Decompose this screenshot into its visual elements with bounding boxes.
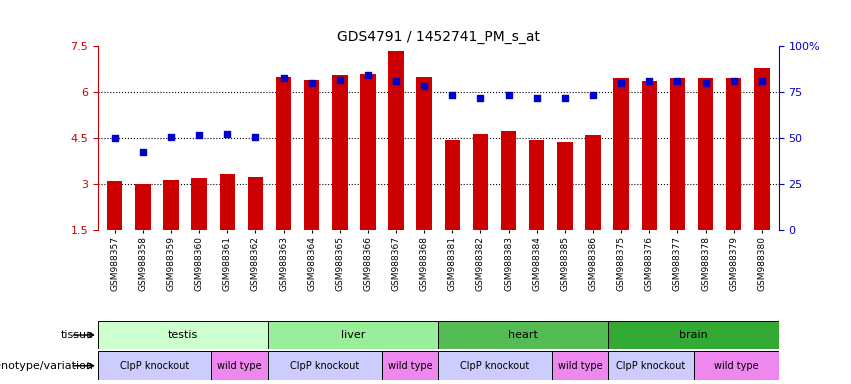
Bar [163, 180, 179, 230]
Bar [248, 177, 263, 230]
Bar [332, 75, 347, 230]
Point [446, 92, 460, 98]
Text: ClpP knockout: ClpP knockout [616, 361, 686, 371]
Point [586, 92, 600, 98]
Bar [191, 178, 207, 230]
Bar [529, 140, 545, 230]
Point [502, 92, 516, 98]
Point [530, 95, 544, 101]
Point [671, 78, 684, 84]
Point [389, 78, 403, 84]
Point [164, 134, 178, 140]
Point [417, 83, 431, 89]
Text: ClpP knockout: ClpP knockout [460, 361, 529, 371]
Bar [381, 351, 438, 380]
Bar [557, 142, 573, 230]
Point [727, 78, 740, 84]
Text: wild type: wild type [217, 361, 262, 371]
Point [643, 78, 656, 84]
Point [614, 80, 628, 86]
Text: tissue: tissue [60, 330, 94, 340]
Point [108, 135, 122, 141]
Point [220, 131, 234, 137]
Title: GDS4791 / 1452741_PM_s_at: GDS4791 / 1452741_PM_s_at [337, 30, 540, 44]
Point [558, 95, 572, 101]
Text: brain: brain [679, 330, 708, 340]
Bar [608, 321, 779, 349]
Text: wild type: wild type [714, 361, 758, 371]
Point [755, 78, 768, 84]
Bar [268, 321, 438, 349]
Bar [694, 351, 779, 380]
Bar [444, 140, 460, 230]
Bar [614, 78, 629, 230]
Bar [438, 321, 608, 349]
Bar [642, 81, 657, 230]
Point [305, 80, 318, 86]
Point [192, 132, 206, 138]
Bar [220, 174, 235, 230]
Point [277, 75, 290, 81]
Text: heart: heart [508, 330, 539, 340]
Bar [276, 77, 291, 230]
Bar [211, 351, 268, 380]
Bar [98, 351, 211, 380]
Bar [501, 131, 517, 230]
Text: liver: liver [341, 330, 365, 340]
Point [333, 77, 346, 83]
Bar [438, 351, 551, 380]
Text: wild type: wild type [557, 361, 603, 371]
Bar [726, 78, 741, 230]
Bar [388, 51, 404, 230]
Text: wild type: wild type [387, 361, 432, 371]
Bar [304, 80, 319, 230]
Bar [754, 68, 769, 230]
Point [474, 95, 488, 101]
Point [361, 72, 374, 78]
Bar [360, 74, 375, 230]
Bar [472, 134, 488, 230]
Bar [698, 78, 713, 230]
Text: genotype/variation: genotype/variation [0, 361, 94, 371]
Bar [670, 78, 685, 230]
Text: ClpP knockout: ClpP knockout [120, 361, 189, 371]
Bar [98, 321, 268, 349]
Text: testis: testis [168, 330, 198, 340]
Text: ClpP knockout: ClpP knockout [290, 361, 359, 371]
Bar [416, 77, 432, 230]
Point [248, 134, 262, 140]
Point [136, 149, 150, 155]
Bar [107, 181, 123, 230]
Bar [585, 135, 601, 230]
Bar [551, 351, 608, 380]
Bar [135, 184, 151, 230]
Bar [268, 351, 381, 380]
Point [699, 80, 712, 86]
Bar [608, 351, 694, 380]
